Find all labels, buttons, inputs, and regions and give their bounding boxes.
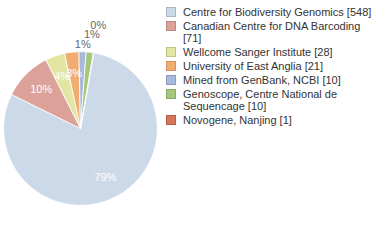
html-text:University of East Anglia [21]: University of East Anglia [21]	[183, 60, 323, 72]
html-text:Centre for Biodiversity Genomi: Centre for Biodiversity Genomics [548]	[183, 6, 372, 18]
svg-text:3%: 3%	[66, 67, 82, 79]
svg-text:0%: 0%	[90, 19, 106, 31]
html-text:Novogene, Nanjing [1]: Novogene, Nanjing [1]	[183, 114, 292, 126]
svg-text:10%: 10%	[30, 83, 52, 95]
html-text:Canadian Centre for DNA Barcod: Canadian Centre for DNA Barcoding [71]	[183, 20, 361, 44]
html-text:Genoscope, Centre National de: Genoscope, Centre National de Sequencage…	[183, 88, 338, 112]
html-text:Wellcome Sanger Institute [28]: Wellcome Sanger Institute [28]	[183, 46, 333, 58]
svg-text:1%: 1%	[74, 37, 91, 50]
svg-text:4%: 4%	[54, 69, 71, 82]
html-text:Mined from GenBank, NCBI [10]: Mined from GenBank, NCBI [10]	[183, 74, 341, 86]
svg-text:1%: 1%	[84, 28, 100, 41]
svg-text:79%: 79%	[95, 171, 117, 183]
